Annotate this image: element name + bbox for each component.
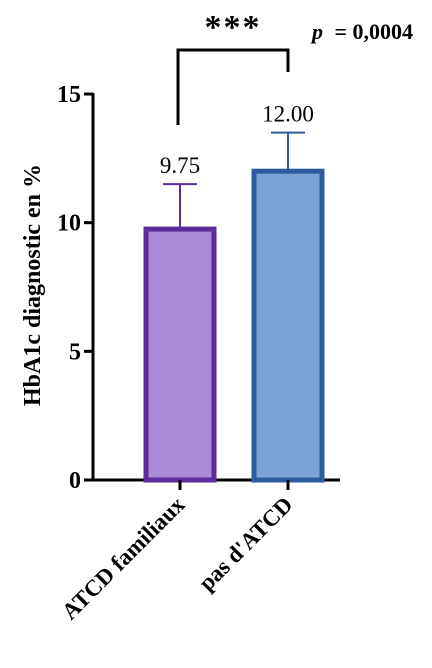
x-tick-label: pas d'ATCD (194, 492, 298, 596)
data-label: 12.00 (262, 102, 314, 127)
significance-stars: *** (205, 9, 262, 46)
p-value: = 0,0004 (335, 19, 414, 44)
y-axis-label: HbA1c diagnostic en % (20, 164, 46, 406)
significance-bracket (176, 48, 290, 125)
y-tick-label: 0 (69, 468, 81, 494)
y-tick-label: 5 (69, 339, 81, 365)
x-tick-label: ATCD familiaux (57, 492, 190, 625)
bar (143, 226, 217, 483)
y-tick-label: 15 (57, 82, 81, 108)
x-category-labels: ATCD familiaux pas d'ATCD (57, 480, 298, 624)
p-value-label: p = 0,0004 (310, 19, 413, 44)
y-ticks: 0 5 10 15 (57, 82, 93, 494)
bar (251, 168, 325, 483)
p-symbol: p (310, 19, 323, 44)
data-label: 9.75 (160, 153, 200, 178)
bars (143, 168, 325, 483)
value-labels: 9.75 12.00 (160, 102, 314, 178)
y-tick-label: 10 (57, 211, 81, 237)
error-bars (163, 131, 305, 230)
significance-annotation: *** p = 0,0004 (176, 9, 413, 125)
